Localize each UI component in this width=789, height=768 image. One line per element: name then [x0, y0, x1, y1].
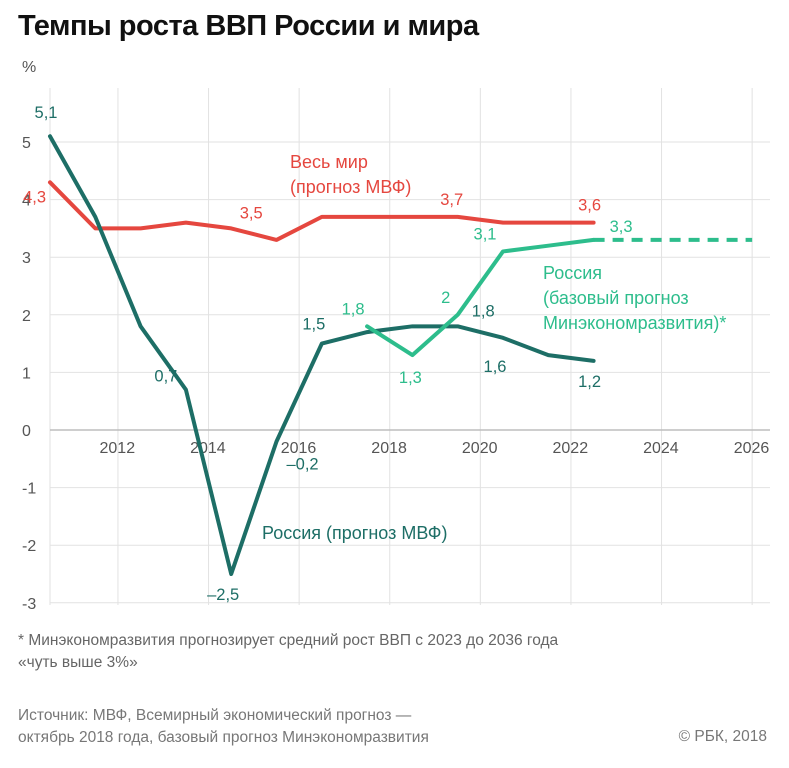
- data-label: 1,3: [399, 369, 422, 387]
- series-name-label: Минэкономразвития)*: [543, 313, 726, 333]
- copyright: © РБК, 2018: [678, 728, 767, 745]
- data-label: 1,2: [578, 373, 601, 391]
- series-name-label: (базовый прогноз: [543, 288, 689, 308]
- source-note: Источник: МВФ, Всемирный экономический п…: [18, 705, 578, 749]
- data-label: 3,3: [610, 218, 633, 236]
- data-label: 2: [441, 289, 450, 307]
- series-name-label: Россия: [543, 263, 602, 283]
- gdp-line-chart: -3 -2 -1 0 1 2 3 4 5% 2012 2014 2016 2018 2020 2022 202…: [22, 59, 770, 613]
- series-line-1: [48, 134, 596, 576]
- data-label: 4,3: [23, 188, 46, 206]
- footnote-line: «чуть выше 3%»: [18, 654, 138, 671]
- series-line-0: [48, 180, 596, 242]
- series-name-label: Россия (прогноз МВФ): [262, 523, 447, 543]
- data-label: 1,6: [484, 358, 507, 376]
- x-tick-label: 2014: [190, 440, 226, 457]
- grid-lines: [49, 88, 770, 605]
- data-label: 1,5: [302, 316, 325, 334]
- data-label: 1,8: [342, 300, 365, 318]
- y-tick-label: 2: [22, 308, 31, 325]
- series-name-label: Весь мир: [290, 152, 368, 172]
- data-labels: 4,3 3,5 3,7 3,6 5,1 0,7 –2,5 –0,2 1,5 1,8 1,6 1,2 1,…: [23, 104, 726, 604]
- y-tick-label: 1: [22, 365, 31, 382]
- x-tick-label: 2012: [100, 440, 136, 457]
- x-tick-label: 2022: [553, 440, 589, 457]
- source-line: Источник: МВФ, Всемирный экономический п…: [18, 707, 412, 724]
- data-label: 3,1: [474, 225, 497, 243]
- y-tick-label: 3: [22, 250, 31, 267]
- data-label: 1,8: [472, 302, 495, 320]
- series-lines: [48, 134, 753, 576]
- data-label: 3,7: [440, 191, 463, 209]
- x-tick-label: 2016: [281, 440, 317, 457]
- footnote: * Минэкономразвития прогнозирует средний…: [18, 630, 758, 674]
- source-line: октябрь 2018 года, базовый прогноз Минэк…: [18, 729, 429, 746]
- y-axis-unit-label: %: [22, 59, 36, 76]
- data-label: –2,5: [207, 586, 239, 604]
- x-tick-label: 2024: [643, 440, 679, 457]
- data-label: 3,5: [240, 204, 263, 222]
- y-tick-label: -2: [22, 538, 36, 555]
- footnote-line: * Минэкономразвития прогнозирует средний…: [18, 632, 559, 649]
- axes: -3 -2 -1 0 1 2 3 4 5% 2012 2014 2016 2018 2020 2022 202…: [22, 59, 770, 613]
- y-tick-label: -3: [22, 596, 36, 613]
- data-label: 0,7: [154, 368, 177, 386]
- y-tick-label: 4: [22, 193, 31, 210]
- y-tick-label: 5: [22, 135, 31, 152]
- x-tick-label: 2018: [371, 440, 407, 457]
- y-tick-label: 0: [22, 423, 31, 440]
- x-tick-label: 2020: [462, 440, 498, 457]
- data-label: 5,1: [35, 104, 58, 122]
- data-label: –0,2: [287, 456, 319, 474]
- series-name-label: (прогноз МВФ): [290, 177, 411, 197]
- x-tick-label: 2026: [734, 440, 770, 457]
- series-line-2: [365, 237, 596, 358]
- y-tick-label: -1: [22, 481, 36, 498]
- data-label: 3,6: [578, 197, 601, 215]
- chart-title: Темпы роста ВВП России и мира: [18, 10, 479, 42]
